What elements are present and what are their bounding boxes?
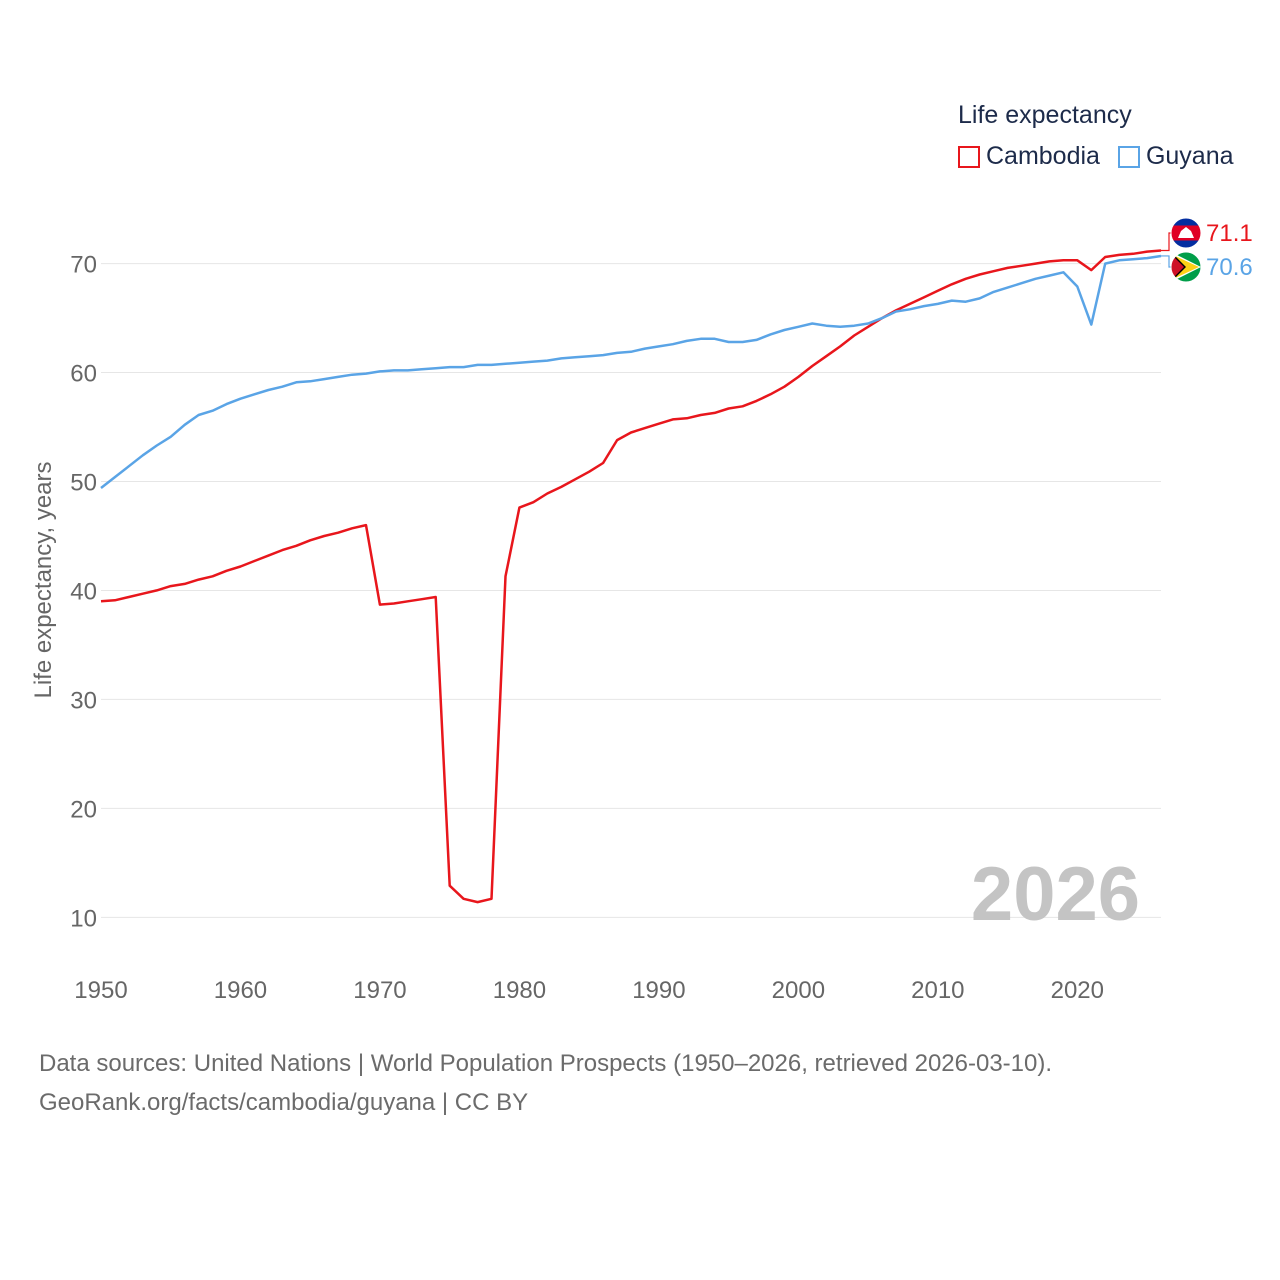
y-tick-label-30: 30 xyxy=(70,687,97,714)
grid-lines xyxy=(101,263,1161,918)
x-tick-label-1970: 1970 xyxy=(353,977,406,1004)
current-year-label: 2026 xyxy=(971,852,1140,937)
source-note: Data sources: United Nations | World Pop… xyxy=(39,1044,1052,1122)
y-axis-ticks: 10 20 30 40 50 60 70 xyxy=(70,252,97,933)
y-axis-label: Life expectancy, years xyxy=(30,461,57,698)
legend-title: Life expectancy xyxy=(958,101,1132,129)
flag-guyana-icon xyxy=(1170,251,1202,283)
legend-swatch-guyana xyxy=(1117,145,1140,168)
legend: Cambodia Guyana xyxy=(958,142,1252,171)
x-tick-label-2020: 2020 xyxy=(1051,977,1104,1004)
x-axis-ticks: 1950 1960 1970 1980 1990 2000 2010 2020 xyxy=(74,977,1104,1004)
y-tick-label-70: 70 xyxy=(70,252,97,279)
x-tick-label-1980: 1980 xyxy=(493,977,546,1004)
series-lines xyxy=(100,249,1162,904)
y-tick-label-10: 10 xyxy=(70,905,97,932)
end-label-guyana: 70.6 xyxy=(1206,254,1253,281)
legend-label-guyana: Guyana xyxy=(1145,142,1234,170)
x-tick-label-1990: 1990 xyxy=(632,977,685,1004)
flag-cambodia-icon xyxy=(1170,217,1202,249)
legend-swatch-cambodia xyxy=(958,145,980,168)
x-tick-label-1950: 1950 xyxy=(74,977,127,1004)
x-tick-label-2010: 2010 xyxy=(911,977,964,1004)
x-tick-label-1960: 1960 xyxy=(214,977,267,1004)
end-labels: 71.1 70.6 xyxy=(1161,217,1253,283)
end-label-cambodia: 71.1 xyxy=(1206,220,1253,247)
legend-item-cambodia[interactable]: Cambodia xyxy=(958,142,1100,171)
legend-item-guyana[interactable]: Guyana xyxy=(1117,142,1234,171)
series-line-cambodia xyxy=(100,249,1162,904)
x-tick-label-2000: 2000 xyxy=(772,977,825,1004)
y-tick-label-50: 50 xyxy=(70,469,97,496)
legend-label-cambodia: Cambodia xyxy=(986,142,1100,170)
y-tick-label-40: 40 xyxy=(70,578,97,605)
y-tick-label-20: 20 xyxy=(70,796,97,823)
source-line-1: Data sources: United Nations | World Pop… xyxy=(39,1050,1053,1077)
y-tick-label-60: 60 xyxy=(70,361,97,388)
series-line-guyana xyxy=(100,254,1162,489)
source-line-2: GeoRank.org/facts/cambodia/guyana | CC B… xyxy=(39,1089,529,1116)
